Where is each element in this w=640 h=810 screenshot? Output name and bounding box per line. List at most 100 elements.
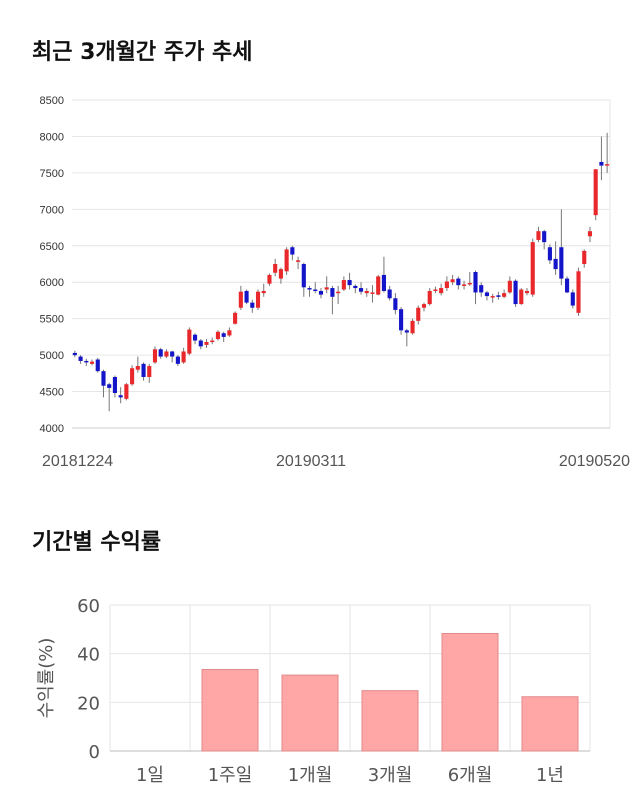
candle <box>227 327 232 337</box>
candle-body <box>233 312 238 324</box>
candle-body <box>530 242 535 295</box>
candle <box>542 229 547 250</box>
candle-body <box>461 284 467 286</box>
candle <box>135 356 140 373</box>
candle-body <box>582 250 587 264</box>
candle <box>244 289 249 305</box>
y-tick-label: 4500 <box>40 387 64 399</box>
candle <box>524 288 530 296</box>
return-bar <box>441 632 499 752</box>
candle <box>313 282 318 294</box>
candle <box>187 327 192 356</box>
candle-body <box>565 278 570 293</box>
candle <box>278 267 283 284</box>
candle <box>330 285 335 315</box>
candle-body <box>456 278 461 286</box>
candle-body <box>336 291 341 294</box>
candle <box>456 276 461 290</box>
candle-body <box>519 289 524 305</box>
candle-body <box>296 260 301 262</box>
candle-body <box>318 290 324 295</box>
returns-bar-chart: 0 20 40 60 1일 1주일 1개월 3개월 6개월 1년 수익률(%) <box>36 596 591 786</box>
candle <box>101 369 106 398</box>
candle <box>553 241 558 275</box>
candle <box>433 286 438 294</box>
x-tick-label: 1년 <box>536 765 564 786</box>
x-tick-label: 1개월 <box>288 765 333 786</box>
candle-body <box>210 340 215 343</box>
candle-body <box>181 351 186 363</box>
candle-body <box>301 264 306 288</box>
candle <box>416 305 421 325</box>
candle-body <box>141 363 146 377</box>
candle <box>307 285 312 297</box>
candle <box>370 285 375 303</box>
candle <box>467 272 472 286</box>
x-tick-label: 1주일 <box>208 765 253 786</box>
candle <box>570 289 575 309</box>
return-bar <box>201 668 259 752</box>
y-tick-label: 8000 <box>40 131 64 143</box>
candle-body <box>284 249 289 272</box>
candle <box>404 328 409 347</box>
candle <box>221 331 226 342</box>
candle-body <box>490 296 495 298</box>
candle-body <box>576 271 581 313</box>
candle <box>255 289 261 310</box>
candle-body <box>170 351 175 357</box>
price-candlestick-chart: 4000 4500 5000 5500 6000 6500 7000 7500 8000 8500… <box>40 95 631 470</box>
candle-body <box>427 290 432 305</box>
candle <box>284 247 289 275</box>
candle <box>605 132 610 173</box>
candle-body <box>192 334 198 341</box>
candle-body <box>347 280 352 286</box>
candle <box>576 267 581 316</box>
candle <box>450 274 455 286</box>
candle <box>513 279 518 308</box>
candle <box>130 365 135 386</box>
candle-body <box>244 290 249 303</box>
candle <box>290 245 295 261</box>
candle-body <box>107 384 112 388</box>
candle <box>318 288 324 299</box>
candle <box>587 226 593 243</box>
candle <box>204 339 209 348</box>
candle-body <box>324 287 329 290</box>
candle-body <box>307 288 312 290</box>
candle <box>479 282 484 297</box>
y-axis-label: 수익률(%) <box>36 638 57 719</box>
candle-body <box>536 231 541 240</box>
candle-body <box>261 290 266 294</box>
candle-body <box>524 290 530 294</box>
candle-body <box>95 359 100 372</box>
candle <box>519 288 524 305</box>
candle <box>324 276 329 294</box>
candle <box>364 288 369 297</box>
candle <box>233 311 238 325</box>
candle <box>238 285 243 310</box>
y-tick-label: 6000 <box>40 277 64 289</box>
candle <box>473 270 478 305</box>
candle-body <box>542 231 547 243</box>
candle <box>507 276 512 294</box>
candle <box>559 209 564 286</box>
candle-body <box>599 161 604 166</box>
x-tick-label: 1일 <box>136 765 164 786</box>
y-tick-label: 60 <box>77 596 100 617</box>
candle <box>387 285 392 301</box>
candle-body <box>341 280 346 290</box>
returns-chart-title: 기간별 수익률 <box>32 530 162 555</box>
y-tick-label: 20 <box>77 693 100 714</box>
candle-body <box>593 169 598 216</box>
candle <box>490 293 495 303</box>
x-tick-label: 6개월 <box>448 765 493 786</box>
candle-body <box>124 384 129 399</box>
x-tick-label: 20190520 <box>559 453 630 470</box>
candle-body <box>353 285 358 289</box>
candle-body <box>605 164 610 166</box>
candle <box>536 226 541 243</box>
candle <box>427 288 432 306</box>
candle <box>341 276 346 291</box>
candle-body <box>215 331 221 340</box>
candle-body <box>553 258 558 270</box>
